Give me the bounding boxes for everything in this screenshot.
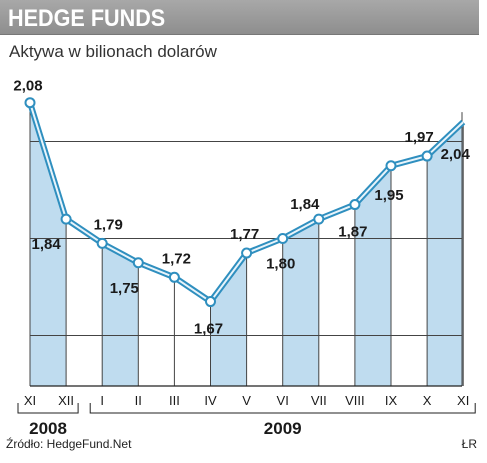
data-label: 1,80 — [266, 256, 295, 273]
shaded-column — [102, 243, 139, 386]
year-bracket — [89, 403, 476, 414]
data-point — [385, 160, 397, 172]
data-label: 1,77 — [230, 226, 259, 243]
data-label: 1,84 — [290, 196, 320, 213]
data-label: 2,04 — [441, 146, 471, 163]
x-tick-label: III — [169, 393, 180, 408]
data-label: 1,72 — [162, 250, 191, 267]
data-point — [24, 97, 36, 109]
year-bracket — [17, 403, 79, 414]
x-tick-label: I — [100, 393, 104, 408]
x-tick-label: XI — [24, 393, 36, 408]
year-label: 2008 — [29, 419, 67, 438]
data-point — [313, 213, 325, 225]
x-tick-label: IX — [385, 393, 398, 408]
data-label: 1,97 — [404, 129, 433, 146]
shaded-column — [354, 165, 391, 386]
data-point — [277, 233, 289, 244]
x-tick-label: XII — [58, 393, 74, 408]
shaded-column — [282, 219, 319, 386]
data-label: 1,79 — [94, 216, 123, 233]
data-label: 1,67 — [194, 321, 223, 338]
x-tick-label: XI — [457, 393, 469, 408]
x-tick-label: IV — [204, 393, 217, 408]
data-label: 1,87 — [338, 224, 367, 241]
source-note: Źródło: HedgeFund.Net — [6, 437, 132, 451]
x-tick-label: VI — [277, 393, 289, 408]
chart-subtitle: Aktywa w bilionach dolarów — [9, 42, 217, 61]
data-point — [60, 213, 72, 225]
data-point — [349, 199, 361, 211]
data-point — [205, 296, 216, 308]
data-label: 2,08 — [13, 78, 42, 95]
data-point — [241, 247, 253, 259]
author-credit: ŁR — [461, 437, 477, 451]
data-point — [96, 237, 108, 249]
shaded-column — [30, 102, 67, 386]
x-tick-label: X — [423, 393, 432, 408]
data-label: 1,95 — [374, 187, 403, 204]
header-bar: HEDGE FUNDS — [0, 0, 479, 35]
x-tick-label: VII — [311, 393, 327, 408]
x-tick-label: VIII — [345, 393, 365, 408]
data-point — [421, 150, 433, 162]
x-tick-label: V — [242, 393, 251, 408]
year-label: 2009 — [264, 419, 302, 438]
data-point — [132, 257, 144, 269]
data-point — [168, 271, 180, 283]
data-label: 1,84 — [31, 236, 61, 253]
x-tick-label: II — [135, 393, 142, 408]
shaded-column — [210, 253, 247, 386]
data-label: 1,75 — [110, 280, 139, 297]
chart-title: HEDGE FUNDS — [8, 5, 166, 32]
shaded-column — [427, 122, 464, 386]
